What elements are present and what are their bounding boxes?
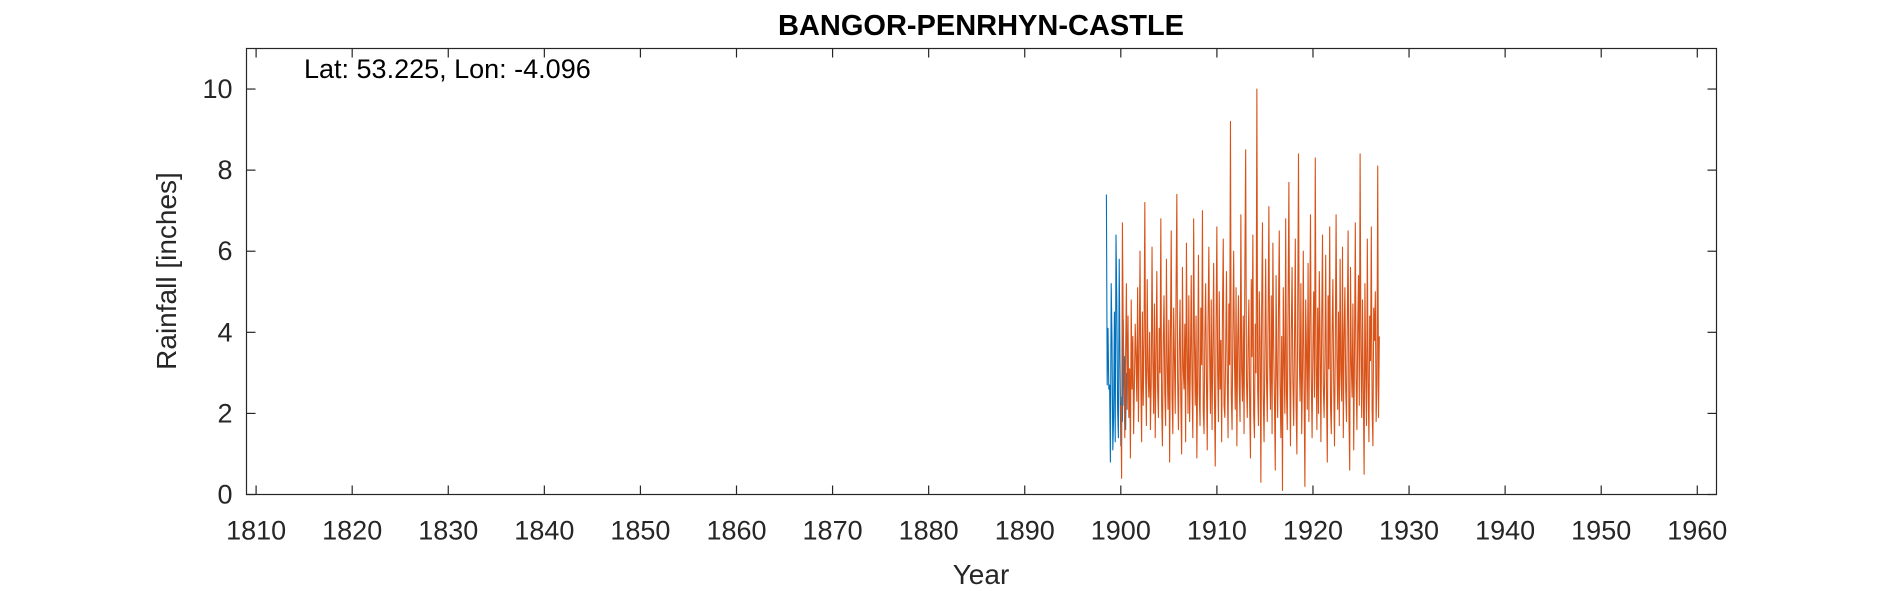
x-tick-label: 1910 xyxy=(1187,516,1247,546)
x-tick-label: 1830 xyxy=(418,516,478,546)
y-tick-label: 0 xyxy=(217,480,232,510)
x-tick-label: 1900 xyxy=(1091,516,1151,546)
x-tick-label: 1860 xyxy=(706,516,766,546)
y-axis-label: Rainfall [inches] xyxy=(151,172,182,370)
x-tick-label: 1930 xyxy=(1379,516,1439,546)
x-tick-label: 1870 xyxy=(803,516,863,546)
location-annotation: Lat: 53.225, Lon: -4.096 xyxy=(304,54,591,84)
x-tick-label: 1920 xyxy=(1283,516,1343,546)
tick-layer: 1810 1820 1830 1840 1850 1860 1870 1880 1890 1900… xyxy=(202,48,1727,546)
x-tick-label: 1820 xyxy=(322,516,382,546)
y-tick-label: 4 xyxy=(217,317,232,347)
x-tick-label: 1850 xyxy=(610,516,670,546)
y-tick-label: 10 xyxy=(202,74,232,104)
x-tick-label: 1940 xyxy=(1475,516,1535,546)
y-tick-label: 2 xyxy=(217,398,232,428)
series-line-2 xyxy=(1120,88,1380,492)
x-tick-label: 1810 xyxy=(226,516,286,546)
x-tick-label: 1960 xyxy=(1667,516,1727,546)
x-tick-label: 1840 xyxy=(514,516,574,546)
series-layer xyxy=(1105,88,1380,492)
y-tick-label: 6 xyxy=(217,236,232,266)
chart-title: BANGOR-PENRHYN-CASTLE xyxy=(778,10,1184,42)
y-tick-label: 8 xyxy=(217,155,232,185)
x-tick-label: 1950 xyxy=(1571,516,1631,546)
plot-frame xyxy=(245,47,1718,496)
x-axis-label: Year xyxy=(953,559,1010,590)
x-tick-label: 1880 xyxy=(899,516,959,546)
x-tick-label: 1890 xyxy=(995,516,1055,546)
